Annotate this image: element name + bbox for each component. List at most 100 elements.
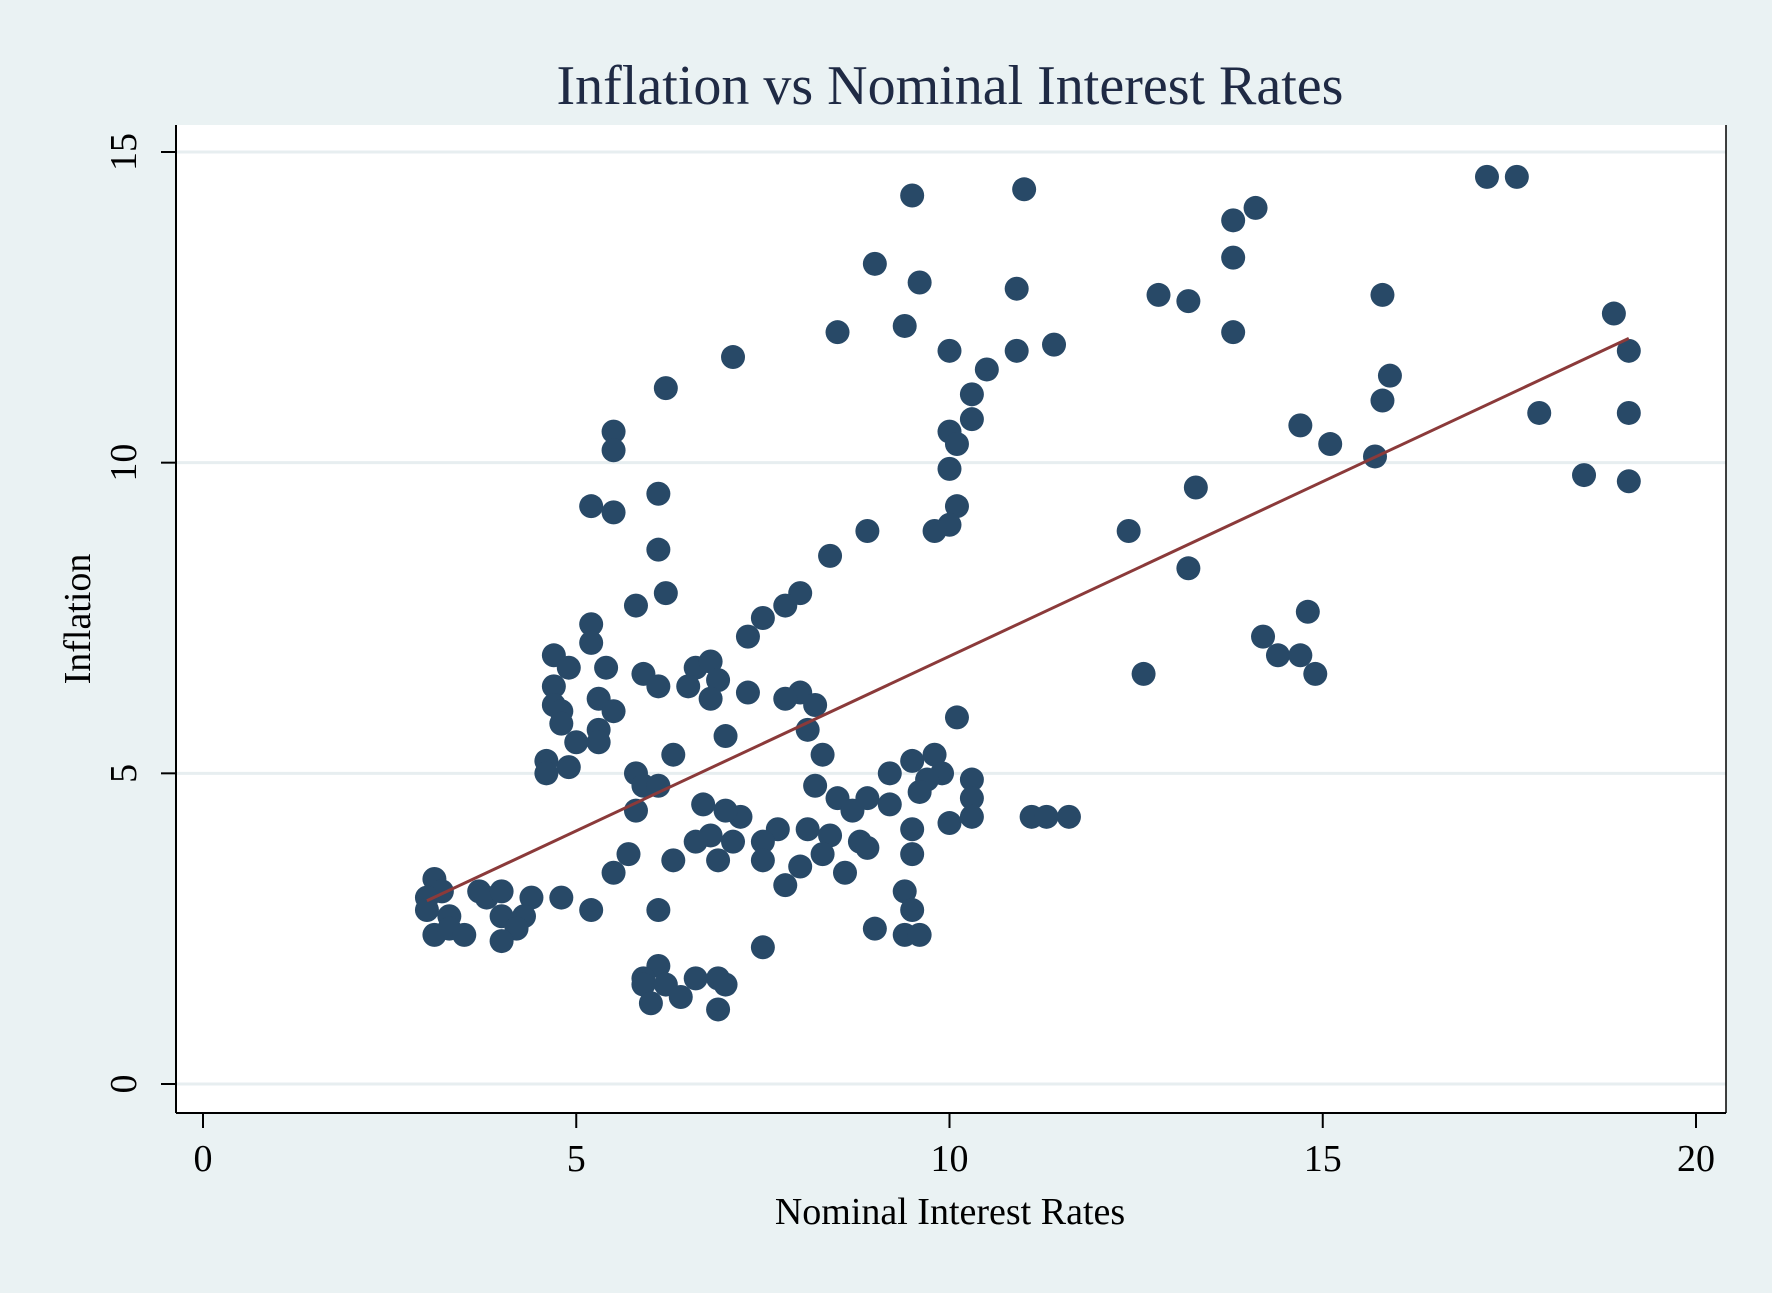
data-point-140 — [892, 879, 917, 904]
data-point-58 — [579, 612, 604, 637]
data-point-142 — [855, 835, 880, 860]
data-point-26 — [1370, 388, 1395, 413]
data-point-171 — [631, 972, 656, 997]
data-point-12 — [1370, 282, 1395, 307]
data-point-127 — [721, 829, 746, 854]
data-point-81 — [803, 692, 828, 717]
data-point-44 — [601, 500, 626, 525]
data-point-110 — [877, 792, 902, 817]
data-point-6 — [1221, 245, 1246, 270]
data-point-39 — [1616, 469, 1641, 494]
data-point-28 — [1616, 400, 1641, 425]
chart-title: Inflation vs Nominal Interest Rates — [557, 55, 1344, 117]
data-point-10 — [1146, 282, 1171, 307]
data-point-48 — [1116, 519, 1141, 544]
x-tick-label-10: 10 — [931, 1138, 969, 1180]
data-point-174 — [638, 991, 663, 1016]
data-point-56 — [750, 606, 775, 630]
data-point-162 — [489, 929, 514, 954]
data-point-136 — [706, 848, 731, 873]
data-point-19 — [1042, 332, 1067, 357]
data-point-93 — [810, 742, 835, 767]
data-point-91 — [564, 730, 589, 755]
data-point-80 — [773, 686, 798, 711]
data-point-55 — [623, 593, 648, 618]
data-point-124 — [795, 817, 820, 842]
data-point-30 — [1288, 413, 1313, 438]
data-point-25 — [959, 382, 984, 407]
data-point-118 — [1034, 804, 1059, 829]
plot-background — [176, 125, 1726, 1113]
data-point-52 — [653, 581, 678, 606]
data-point-105 — [646, 773, 671, 798]
data-point-21 — [1616, 338, 1641, 363]
data-point-70 — [1303, 661, 1328, 686]
data-point-90 — [586, 730, 611, 755]
data-point-5 — [1221, 208, 1246, 233]
data-point-102 — [959, 767, 984, 792]
data-point-86 — [549, 711, 574, 736]
data-point-173 — [713, 972, 738, 997]
data-point-49 — [646, 537, 671, 562]
data-point-139 — [661, 848, 686, 873]
data-point-43 — [944, 494, 969, 519]
data-point-137 — [750, 848, 775, 873]
data-point-2 — [1012, 177, 1037, 202]
data-point-23 — [1377, 363, 1402, 388]
data-point-135 — [832, 860, 857, 885]
data-point-151 — [414, 898, 439, 923]
data-point-41 — [646, 481, 671, 506]
data-point-24 — [653, 376, 678, 401]
data-point-40 — [1183, 475, 1208, 500]
data-point-106 — [803, 773, 828, 798]
data-point-47 — [922, 519, 947, 544]
data-point-97 — [534, 761, 559, 786]
data-point-72 — [706, 668, 731, 693]
data-point-120 — [937, 811, 962, 836]
data-point-65 — [556, 655, 581, 680]
y-axis-label: Inflation — [57, 554, 99, 685]
data-point-74 — [646, 674, 671, 699]
data-point-33 — [944, 432, 969, 457]
y-tick-label-0: 0 — [103, 1075, 145, 1094]
data-point-4 — [1243, 195, 1268, 220]
axes — [161, 125, 1727, 1128]
data-point-38 — [1572, 463, 1597, 488]
data-point-50 — [818, 543, 843, 568]
data-point-150 — [549, 885, 574, 910]
x-axis-label: Nominal Interest Rates — [775, 1191, 1125, 1233]
data-point-84 — [601, 699, 626, 724]
data-point-1 — [1504, 164, 1529, 189]
data-point-138 — [773, 873, 798, 898]
data-point-121 — [959, 804, 984, 829]
data-point-17 — [937, 338, 962, 363]
data-point-113 — [840, 798, 865, 823]
data-point-46 — [855, 519, 880, 544]
data-point-98 — [556, 755, 581, 780]
data-point-133 — [788, 854, 813, 879]
data-point-141 — [601, 860, 626, 885]
data-point-7 — [862, 251, 887, 276]
data-point-134 — [810, 842, 835, 867]
data-point-11 — [1176, 289, 1201, 314]
data-point-85 — [944, 705, 969, 730]
data-point-64 — [1288, 643, 1313, 668]
y-tick-label-15: 15 — [103, 133, 145, 171]
data-point-59 — [735, 624, 760, 649]
data-point-16 — [1221, 320, 1246, 345]
data-point-22 — [974, 357, 999, 382]
data-point-122 — [900, 817, 925, 842]
data-point-94 — [922, 742, 947, 767]
data-point-149 — [519, 885, 544, 910]
data-point-156 — [579, 898, 604, 923]
data-point-73 — [541, 674, 566, 699]
data-point-128 — [750, 829, 775, 854]
data-point-0 — [1474, 164, 1499, 189]
data-point-42 — [579, 494, 604, 519]
data-point-71 — [1131, 661, 1156, 686]
data-point-75 — [676, 674, 701, 699]
data-point-66 — [594, 655, 619, 680]
data-point-8 — [907, 270, 932, 295]
data-point-14 — [892, 313, 917, 338]
